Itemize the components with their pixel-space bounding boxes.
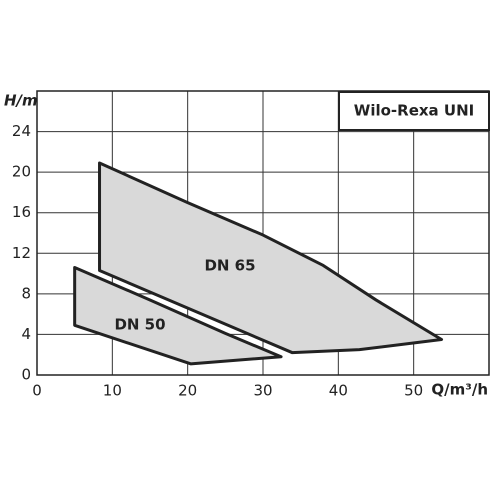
y-tick-label: 8 bbox=[21, 284, 31, 302]
x-axis-label: Q/m³/h bbox=[431, 381, 488, 399]
region bbox=[73, 265, 283, 366]
region-label: DN 50 bbox=[114, 316, 165, 334]
y-tick-label: 16 bbox=[12, 203, 31, 221]
y-tick-label: 12 bbox=[12, 244, 31, 262]
x-tick-label: 20 bbox=[178, 382, 197, 400]
region bbox=[98, 161, 444, 355]
x-tick-label: 0 bbox=[32, 382, 42, 400]
x-tick-label: 30 bbox=[253, 382, 272, 400]
chart-title: Wilo-Rexa UNI bbox=[354, 102, 474, 120]
y-axis-label: H/m bbox=[4, 92, 38, 110]
y-tick-label: 24 bbox=[12, 122, 31, 140]
x-tick-label: 10 bbox=[103, 382, 122, 400]
region-label: DN 65 bbox=[204, 257, 255, 275]
y-tick-label: 20 bbox=[12, 163, 31, 181]
plot-frame bbox=[36, 90, 490, 376]
x-tick-label: 50 bbox=[404, 382, 423, 400]
y-tick-label: 4 bbox=[21, 325, 31, 343]
title-box bbox=[338, 91, 490, 131]
x-tick-label: 40 bbox=[329, 382, 348, 400]
y-tick-label: 0 bbox=[21, 366, 31, 384]
